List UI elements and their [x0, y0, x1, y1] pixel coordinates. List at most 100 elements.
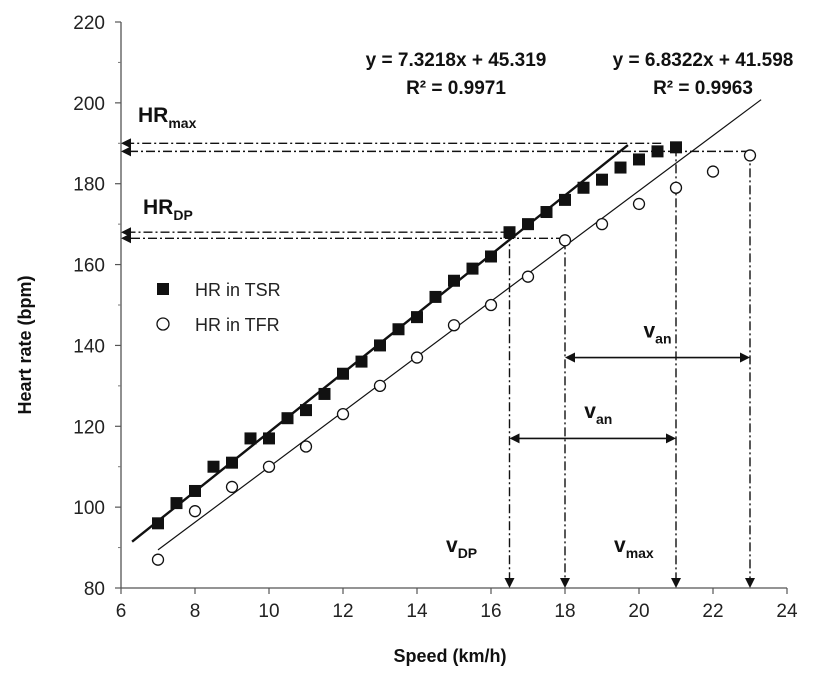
x-tick-label: 10: [258, 601, 279, 622]
v-max-main: v: [614, 534, 626, 557]
point-tsr: [189, 484, 201, 497]
x-tick-label: 6: [116, 601, 127, 622]
axes: [115, 21, 788, 594]
data-points: [151, 141, 757, 566]
x-axis-title: Speed (km/h): [393, 646, 506, 666]
point-tsr: [466, 262, 479, 275]
x-tick-label: 8: [190, 601, 201, 622]
y-tick-label: 180: [73, 175, 105, 196]
v-max-label: vmax: [614, 534, 654, 561]
point-tsr: [374, 339, 386, 352]
point-tsr: [281, 412, 294, 425]
interval-label-sub: an: [655, 330, 671, 346]
trendline-2-r2: R² = 0.9963: [653, 78, 753, 99]
interval-label: van: [643, 319, 671, 346]
point-tsr: [670, 141, 682, 154]
y-axis-title: Heart rate (bpm): [15, 275, 35, 414]
point-tsr: [485, 250, 497, 263]
point-tfr: [225, 480, 239, 494]
point-tsr: [152, 517, 164, 530]
legend: HR in TSR HR in TFR: [156, 280, 281, 335]
hr-max-sub: max: [168, 115, 196, 131]
x-tick-label: 24: [776, 601, 798, 622]
point-tsr: [503, 226, 516, 239]
x-tick-label: 14: [406, 601, 428, 622]
point-tfr: [743, 149, 757, 162]
point-tsr: [522, 218, 534, 231]
hr-dp-sub: DP: [173, 207, 192, 223]
x-tick-label: 22: [702, 601, 723, 622]
point-tsr: [559, 193, 571, 206]
point-tsr: [318, 387, 331, 400]
point-tsr: [411, 311, 423, 324]
tick-labels: 6 8 10 12 14 16 18 20 22 24 80 100 120 140 160 180 200 22…: [73, 13, 798, 622]
point-tfr: [151, 553, 165, 566]
v-dp-sub: DP: [458, 545, 477, 561]
interval-label: van: [584, 400, 612, 427]
y-tick-label: 220: [73, 13, 105, 34]
x-tick-label: 20: [628, 601, 649, 622]
point-tsr: [207, 460, 220, 473]
point-tfr: [484, 298, 498, 312]
point-tfr: [558, 234, 572, 247]
y-tick-label: 120: [73, 417, 105, 438]
point-tfr: [373, 379, 387, 393]
interval-label-main: v: [643, 319, 655, 342]
point-tfr: [669, 181, 683, 194]
x-tick-label: 12: [332, 601, 353, 622]
point-tsr: [170, 497, 183, 510]
point-tsr: [448, 274, 460, 287]
trendline-2-equation: y = 6.8322x + 41.598: [613, 50, 794, 71]
point-tfr: [632, 197, 646, 211]
point-tfr: [410, 351, 424, 364]
hr-dp-label: HRDP: [143, 196, 193, 223]
point-tsr: [614, 161, 627, 174]
x-tick-label: 18: [554, 601, 575, 622]
point-tfr: [447, 319, 461, 332]
legend-label-tsr: HR in TSR: [195, 280, 281, 300]
point-tsr: [355, 355, 368, 368]
y-tick-label: 80: [84, 579, 105, 600]
point-tsr: [300, 404, 312, 417]
v-dp-label: vDP: [446, 534, 477, 561]
trendline-1-r2: R² = 0.9971: [406, 78, 506, 99]
point-tfr: [299, 440, 313, 453]
point-tsr: [577, 181, 590, 194]
x-tick-label: 16: [480, 601, 501, 622]
point-tsr: [244, 432, 257, 445]
interval-label-main: v: [584, 400, 596, 423]
interval-label-sub: an: [596, 411, 612, 427]
trendline-1-equation: y = 7.3218x + 45.319: [366, 50, 547, 71]
point-tsr: [540, 206, 553, 219]
v-max-sub: max: [626, 545, 654, 561]
y-tick-label: 160: [73, 256, 105, 277]
point-tsr: [263, 432, 275, 445]
y-tick-label: 200: [73, 94, 105, 115]
point-tfr: [706, 165, 720, 178]
legend-label-tfr: HR in TFR: [195, 315, 280, 335]
hr-max-main: HR: [138, 104, 168, 127]
point-tsr: [392, 323, 405, 336]
hr-max-label: HRmax: [138, 104, 197, 131]
point-tsr: [226, 456, 238, 469]
point-tsr: [651, 145, 664, 158]
point-tsr: [596, 173, 608, 186]
legend-marker-tfr: [156, 317, 170, 331]
point-tsr: [429, 290, 442, 303]
v-dp-main: v: [446, 534, 458, 557]
hr-dp-main: HR: [143, 196, 173, 219]
point-tfr: [336, 408, 350, 421]
reference-lines: [121, 138, 755, 588]
point-tfr: [262, 460, 276, 473]
point-tfr: [595, 217, 609, 231]
y-tick-label: 100: [73, 498, 105, 519]
point-tfr: [188, 505, 202, 518]
point-tsr: [633, 153, 645, 166]
point-tfr: [521, 270, 535, 283]
y-tick-label: 140: [73, 336, 105, 357]
legend-marker-tsr: [157, 283, 169, 295]
point-tsr: [337, 367, 349, 380]
